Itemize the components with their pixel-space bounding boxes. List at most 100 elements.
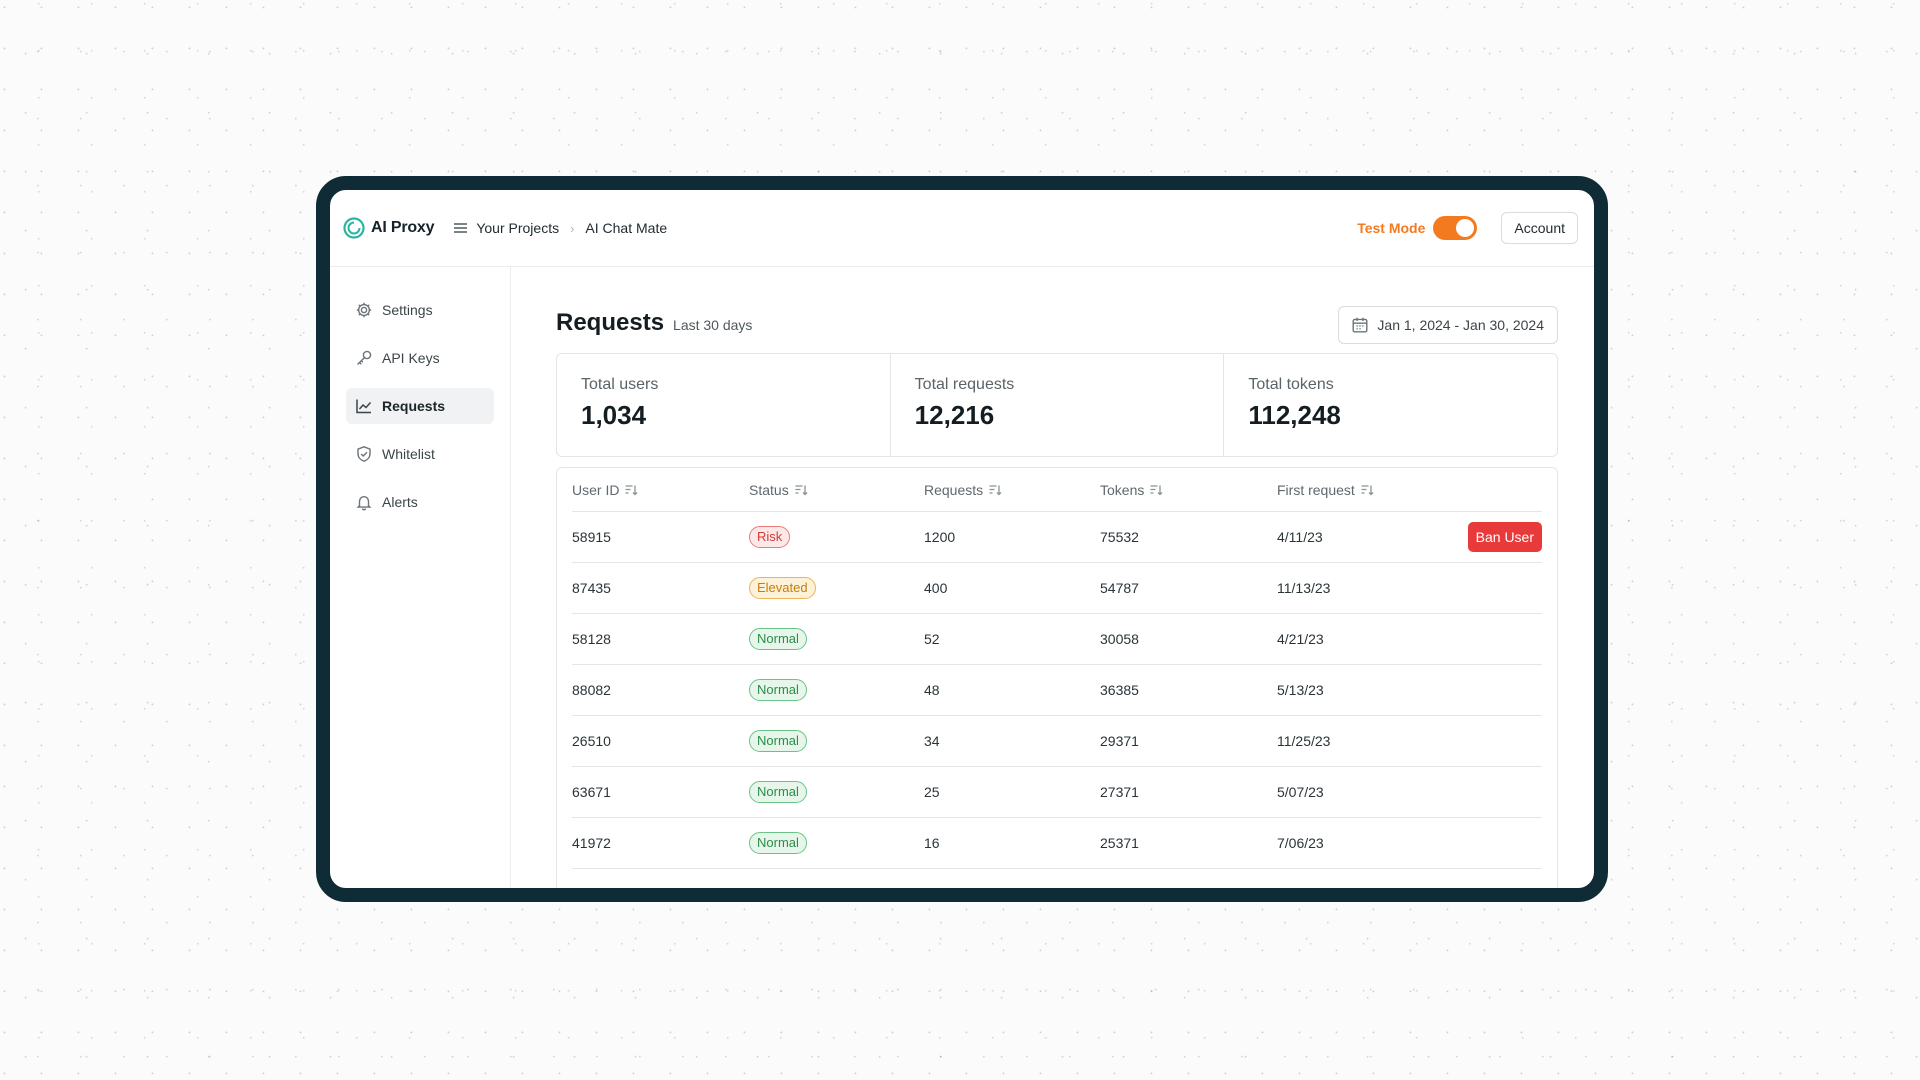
- stat-label: Total requests: [914, 376, 1015, 393]
- status-badge: Elevated: [749, 577, 816, 599]
- table-row[interactable]: 87435 Elevated 400 54787 11/13/23: [572, 563, 1542, 614]
- page-subtitle: Last 30 days: [673, 317, 753, 333]
- sidebar-item-label: Whitelist: [382, 446, 435, 462]
- cell-user-id: 87435: [572, 580, 611, 596]
- sort-icon[interactable]: [624, 483, 638, 497]
- sidebar-item-settings[interactable]: Settings: [346, 292, 494, 328]
- sidebar-item-alerts[interactable]: Alerts: [346, 484, 494, 520]
- breadcrumb-projects[interactable]: Your Projects: [476, 220, 560, 236]
- status-badge: Normal: [749, 628, 807, 650]
- stat-total-tokens: Total tokens 112,248: [1223, 354, 1557, 456]
- chevron-right-icon: ›: [570, 220, 575, 236]
- cell-requests: 52: [924, 631, 940, 647]
- column-label: Requests: [924, 481, 984, 498]
- app-logo[interactable]: AI Proxy: [343, 217, 435, 239]
- sidebar-item-api-keys[interactable]: API Keys: [346, 340, 494, 376]
- cell-tokens: 29371: [1100, 733, 1139, 749]
- stats-cards: Total users 1,034 Total requests 12,216 …: [556, 353, 1558, 457]
- table-row[interactable]: 58128 Normal 52 30058 4/21/23: [572, 614, 1542, 665]
- column-header-user-id[interactable]: User ID: [572, 482, 749, 498]
- page-header: Requests Last 30 days: [556, 309, 752, 337]
- sidebar-item-whitelist[interactable]: Whitelist: [346, 436, 494, 472]
- cell-requests: 48: [924, 682, 940, 698]
- cell-user-id: 63671: [572, 784, 611, 800]
- top-bar: AI Proxy Your Projects › AI Chat Mate Te…: [330, 190, 1594, 267]
- status-badge: Risk: [749, 526, 791, 548]
- sort-icon[interactable]: [988, 483, 1002, 497]
- cell-status: Normal: [749, 628, 924, 650]
- breadcrumb: Your Projects › AI Chat Mate: [454, 220, 667, 236]
- column-header-status[interactable]: Status: [749, 482, 924, 498]
- column-label: Status: [749, 481, 789, 498]
- gear-icon: [355, 301, 373, 319]
- sort-icon[interactable]: [794, 483, 808, 497]
- sidebar-item-label: Requests: [382, 398, 446, 414]
- cell-requests: 16: [924, 835, 940, 851]
- stat-label: Total tokens: [1248, 376, 1334, 393]
- cell-first-request: 11/13/23: [1277, 580, 1331, 596]
- table-row[interactable]: 41972 Normal 16 25371 7/06/23: [572, 818, 1542, 869]
- menu-icon[interactable]: [454, 221, 468, 236]
- sidebar-item-requests[interactable]: Requests: [346, 388, 494, 424]
- column-header-tokens[interactable]: Tokens: [1100, 482, 1277, 498]
- cell-tokens: 25371: [1100, 835, 1139, 851]
- test-mode-label: Test Mode: [1357, 220, 1426, 236]
- account-button[interactable]: Account: [1501, 212, 1578, 244]
- cell-actions: Ban User: [1437, 522, 1542, 552]
- column-header-first-request[interactable]: First request: [1277, 482, 1437, 498]
- sidebar-item-label: Settings: [382, 302, 433, 318]
- cell-status: Elevated: [749, 577, 924, 599]
- sort-icon[interactable]: [1149, 483, 1163, 497]
- cell-tokens: 36385: [1100, 682, 1139, 698]
- stat-value: 12,216: [914, 400, 995, 430]
- cell-first-request: 7/06/23: [1277, 835, 1324, 851]
- shield-check-icon: [355, 445, 373, 463]
- ban-user-button[interactable]: Ban User: [1467, 522, 1542, 552]
- column-label: User ID: [572, 481, 620, 498]
- stat-value: 112,248: [1248, 400, 1341, 430]
- sort-icon[interactable]: [1360, 483, 1374, 497]
- cell-tokens: 75532: [1100, 529, 1139, 545]
- cell-first-request: 4/21/23: [1277, 631, 1324, 647]
- cell-first-request: 5/13/23: [1277, 682, 1324, 698]
- stat-value: 1,034: [581, 400, 647, 430]
- cell-first-request: 11/25/23: [1277, 733, 1331, 749]
- table-row[interactable]: 63671 Normal 25 27371 5/07/23: [572, 767, 1542, 818]
- cell-requests: 25: [924, 784, 940, 800]
- stat-total-requests: Total requests 12,216: [889, 354, 1224, 456]
- cell-requests: 1200: [924, 529, 956, 545]
- chart-line-icon: [355, 397, 373, 415]
- cell-first-request: 5/07/23: [1277, 784, 1324, 800]
- column-header-requests[interactable]: Requests: [924, 482, 1100, 498]
- cell-status: Risk: [749, 526, 924, 548]
- cell-user-id: 41972: [572, 835, 611, 851]
- logo-icon: [343, 217, 365, 239]
- sidebar-item-label: API Keys: [382, 350, 440, 366]
- top-actions: Test Mode Account: [1357, 212, 1578, 244]
- table-row[interactable]: 58915 Risk 1200 75532 4/11/23 Ban User: [572, 512, 1542, 563]
- cell-tokens: 27371: [1100, 784, 1139, 800]
- breadcrumb-current-project[interactable]: AI Chat Mate: [585, 220, 668, 236]
- stat-label: Total users: [581, 376, 659, 393]
- table-header: User ID Status Requests Tokens First req…: [572, 468, 1542, 512]
- bell-icon: [355, 493, 373, 511]
- date-range-picker[interactable]: Jan 1, 2024 - Jan 30, 2024: [1338, 306, 1558, 344]
- app-name: AI Proxy: [371, 219, 435, 236]
- column-label: Tokens: [1100, 481, 1145, 498]
- requests-table: User ID Status Requests Tokens First req…: [556, 467, 1558, 888]
- table-row[interactable]: 88082 Normal 48 36385 5/13/23: [572, 665, 1542, 716]
- cell-requests: 34: [924, 733, 940, 749]
- date-range-value: Jan 1, 2024 - Jan 30, 2024: [1377, 317, 1544, 333]
- status-badge: Normal: [749, 730, 807, 752]
- cell-status: Normal: [749, 730, 924, 752]
- table-row[interactable]: 26510 Normal 34 29371 11/25/23: [572, 716, 1542, 767]
- app-window: AI Proxy Your Projects › AI Chat Mate Te…: [316, 176, 1608, 902]
- stat-total-users: Total users 1,034: [557, 354, 890, 456]
- toggle-knob: [1456, 219, 1475, 237]
- calendar-icon: [1351, 316, 1369, 334]
- cell-requests: 400: [924, 580, 948, 596]
- test-mode-toggle[interactable]: [1433, 216, 1478, 240]
- cell-tokens: 30058: [1100, 631, 1139, 647]
- sidebar: Settings API Keys Requests: [330, 267, 511, 888]
- cell-status: Normal: [749, 781, 924, 803]
